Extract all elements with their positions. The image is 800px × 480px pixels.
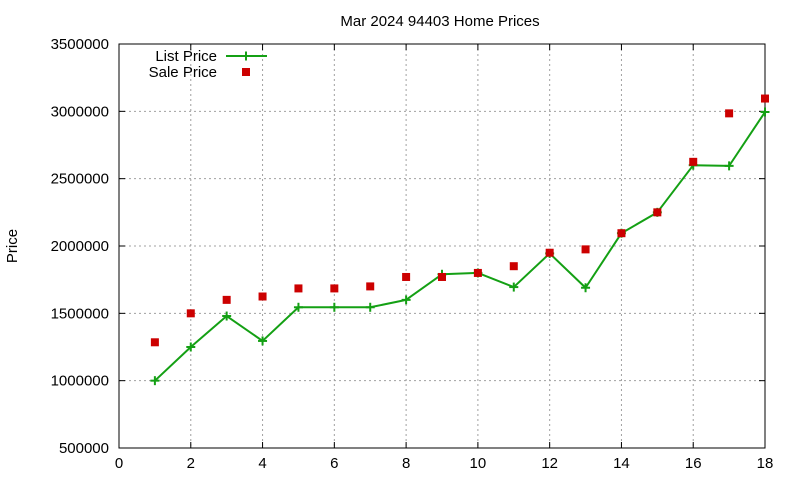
x-tick-label: 2: [187, 455, 195, 472]
sale-price-point: [581, 245, 590, 254]
list-price-point: [150, 376, 160, 386]
y-tick-label: 1000000: [51, 373, 109, 390]
series-sale-price: [150, 94, 769, 347]
x-tick-label: 18: [757, 455, 774, 472]
y-tick-label: 2500000: [51, 171, 109, 188]
sale-price-point: [689, 157, 698, 166]
sale-price-point: [473, 268, 482, 277]
sale-price-point: [330, 284, 339, 293]
chart-title: Mar 2024 94403 Home Prices: [340, 13, 539, 30]
sale-price-point: [725, 109, 734, 118]
legend-square-sample: [242, 68, 250, 76]
list-price-point: [724, 161, 734, 171]
y-axis-label: Price: [4, 229, 21, 263]
x-tick-label: 12: [541, 455, 558, 472]
x-tick-label: 4: [258, 455, 266, 472]
series-layer: [150, 94, 770, 386]
y-tick-label: 500000: [59, 440, 109, 457]
list-price-point: [293, 302, 303, 312]
y-tick-label: 2000000: [51, 238, 109, 255]
list-price-point: [222, 311, 232, 321]
x-tick-label: 6: [330, 455, 338, 472]
y-tick-label: 3000000: [51, 103, 109, 120]
list-price-point: [401, 295, 411, 305]
sale-price-point: [222, 295, 231, 304]
list-price-point: [258, 336, 268, 346]
list-price-point: [760, 107, 770, 117]
sale-price-point: [509, 262, 518, 271]
sale-price-point: [761, 94, 769, 103]
list-price-point: [581, 283, 591, 293]
sale-price-point: [366, 282, 375, 291]
grid: [119, 44, 765, 448]
plot-border: [118, 43, 766, 449]
sale-price-point: [294, 284, 303, 293]
x-tick-label: 14: [613, 455, 630, 472]
sale-price-point: [617, 229, 626, 238]
list-price-line: [154, 111, 766, 382]
x-tick-label: 10: [470, 455, 487, 472]
y-tick-label: 3500000: [51, 36, 109, 53]
x-tick-label: 0: [115, 455, 123, 472]
sale-price-point: [258, 292, 267, 301]
sale-price-point: [438, 272, 446, 281]
sale-price-point: [402, 272, 411, 281]
list-price-point: [509, 282, 519, 292]
list-price-point: [329, 302, 339, 312]
y-tick-label: 1500000: [51, 305, 109, 322]
list-price-point: [186, 342, 196, 352]
x-tick-label: 16: [685, 455, 702, 472]
axes: 500000 1000000 1500000 2000000 2500000 300000…: [51, 36, 774, 472]
sale-price-point: [150, 338, 159, 347]
legend-label: Sale Price: [149, 64, 217, 81]
sale-price-point: [545, 248, 554, 257]
x-tick-label: 8: [402, 455, 410, 472]
sale-price-point: [186, 309, 195, 318]
list-price-point: [365, 302, 375, 312]
legend-label: List Price: [155, 48, 217, 65]
sale-price-point: [653, 208, 662, 217]
